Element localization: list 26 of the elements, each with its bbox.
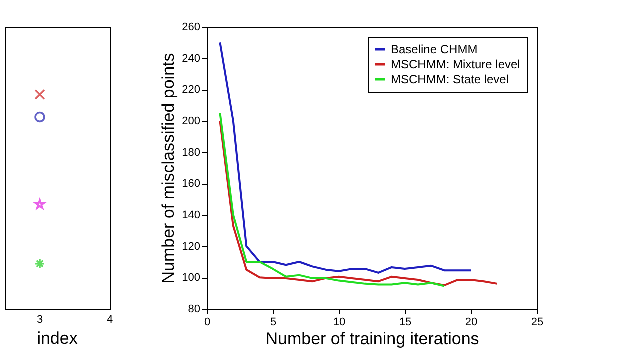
x-tick-label: 0 [204, 316, 211, 328]
x-tick-label: 10 [333, 316, 346, 328]
legend-label: MSCHMM: State level [391, 72, 510, 86]
y-tick-label: 220 [182, 84, 200, 96]
x-tick-label: 15 [399, 316, 412, 328]
x-tick-label: 20 [465, 316, 478, 328]
y-tick-label: 120 [182, 240, 200, 253]
line-series [219, 112, 446, 288]
y-tick-label: 200 [182, 116, 200, 128]
x-tick-label: 25 [531, 316, 544, 328]
text: 3 [36, 314, 44, 326]
line-series [219, 120, 498, 286]
y-tick-label: 240 [182, 52, 200, 65]
legend-label: MSCHMM: Mixture level [391, 58, 520, 72]
y-tick-label: 80 [188, 304, 200, 316]
text: 4 [106, 314, 114, 326]
legend-label: Baseline CHMM [391, 42, 478, 56]
y-axis-title: Number of misclassified points [159, 53, 178, 284]
x-axis-title: Number of training iterations [266, 330, 480, 348]
y-tick-label: 260 [182, 22, 200, 34]
text: index [37, 329, 78, 348]
y-tick-label: 140 [182, 210, 200, 222]
x-tick-label: 5 [270, 316, 277, 328]
y-tick-label: 160 [182, 178, 200, 190]
y-tick-label: 180 [182, 146, 200, 159]
y-tick-label: 100 [182, 272, 200, 284]
